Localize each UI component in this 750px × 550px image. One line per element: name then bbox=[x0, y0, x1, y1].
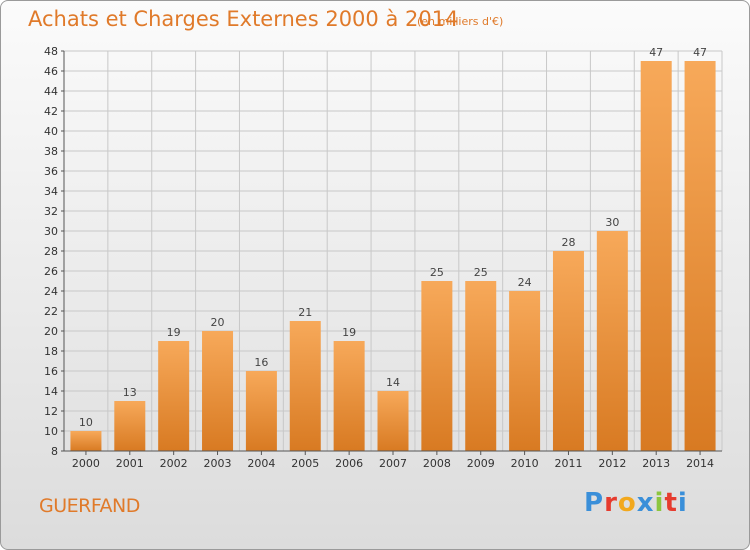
y-tick-label: 20 bbox=[44, 325, 58, 338]
y-tick-label: 46 bbox=[44, 65, 58, 78]
y-tick-label: 22 bbox=[44, 305, 58, 318]
logo-letter: r bbox=[604, 488, 618, 518]
bar bbox=[421, 281, 453, 451]
proxiti-logo[interactable]: Proxiti bbox=[584, 488, 688, 518]
bar bbox=[114, 401, 146, 451]
y-tick-label: 38 bbox=[44, 145, 58, 158]
bar bbox=[552, 251, 584, 451]
y-tick-label: 36 bbox=[44, 165, 58, 178]
data-label: 28 bbox=[561, 236, 575, 249]
x-tick-label: 2011 bbox=[554, 457, 582, 470]
logo-letter: o bbox=[617, 488, 637, 518]
y-tick-label: 26 bbox=[44, 265, 58, 278]
y-tick-label: 44 bbox=[44, 85, 58, 98]
bar bbox=[289, 321, 321, 451]
bar bbox=[684, 61, 716, 451]
axes bbox=[61, 50, 722, 455]
bar bbox=[377, 391, 409, 451]
bar bbox=[70, 431, 102, 451]
data-label: 13 bbox=[123, 386, 137, 399]
labels: 8 10 12 14 16 18 20 22 24 26 28 30 32 34 36 38 40 42 44 46 4… bbox=[44, 45, 714, 470]
y-tick-label: 16 bbox=[44, 365, 58, 378]
logo-letter: P bbox=[584, 488, 605, 518]
data-label: 47 bbox=[693, 46, 707, 59]
y-tick-label: 10 bbox=[44, 425, 58, 438]
x-tick-label: 2000 bbox=[72, 457, 100, 470]
chart-subtitle: (en milliers d'€) bbox=[417, 15, 504, 28]
bar bbox=[640, 61, 672, 451]
x-tick-label: 2004 bbox=[247, 457, 275, 470]
y-tick-label: 48 bbox=[44, 45, 58, 58]
logo-letter: x bbox=[636, 488, 655, 518]
logo-letter: t bbox=[664, 488, 678, 518]
data-label: 19 bbox=[342, 326, 356, 339]
data-label: 19 bbox=[167, 326, 181, 339]
y-tick-label: 12 bbox=[44, 405, 58, 418]
logo-letter: i bbox=[654, 488, 665, 518]
data-label: 24 bbox=[518, 276, 532, 289]
y-tick-label: 30 bbox=[44, 225, 58, 238]
x-tick-label: 2012 bbox=[598, 457, 626, 470]
data-label: 20 bbox=[211, 316, 225, 329]
data-label: 10 bbox=[79, 416, 93, 429]
y-tick-label: 8 bbox=[51, 445, 58, 458]
bar bbox=[465, 281, 497, 451]
x-tick-label: 2007 bbox=[379, 457, 407, 470]
data-label: 14 bbox=[386, 376, 400, 389]
x-tick-label: 2003 bbox=[204, 457, 232, 470]
y-tick-label: 34 bbox=[44, 185, 58, 198]
bar bbox=[158, 341, 190, 451]
data-label: 47 bbox=[649, 46, 663, 59]
x-tick-label: 2010 bbox=[511, 457, 539, 470]
y-tick-label: 28 bbox=[44, 245, 58, 258]
x-tick-label: 2001 bbox=[116, 457, 144, 470]
y-tick-label: 18 bbox=[44, 345, 58, 358]
data-label: 16 bbox=[254, 356, 268, 369]
data-label: 21 bbox=[298, 306, 312, 319]
bar bbox=[596, 231, 628, 451]
x-tick-label: 2005 bbox=[291, 457, 319, 470]
x-tick-label: 2014 bbox=[686, 457, 714, 470]
y-tick-label: 14 bbox=[44, 385, 58, 398]
y-tick-label: 42 bbox=[44, 105, 58, 118]
y-tick-label: 40 bbox=[44, 125, 58, 138]
bar bbox=[202, 331, 234, 451]
x-tick-label: 2009 bbox=[467, 457, 495, 470]
x-tick-label: 2006 bbox=[335, 457, 363, 470]
bars bbox=[70, 61, 716, 451]
data-label: 25 bbox=[474, 266, 488, 279]
y-tick-label: 32 bbox=[44, 205, 58, 218]
chart-title: Achats et Charges Externes 2000 à 2014 bbox=[28, 7, 459, 31]
data-label: 30 bbox=[605, 216, 619, 229]
x-tick-label: 2013 bbox=[642, 457, 670, 470]
y-tick-label: 24 bbox=[44, 285, 58, 298]
bar bbox=[509, 291, 541, 451]
bar bbox=[245, 371, 277, 451]
logo-letter: i bbox=[677, 488, 688, 518]
x-tick-label: 2008 bbox=[423, 457, 451, 470]
bar bbox=[333, 341, 365, 451]
commune-name: GUERFAND bbox=[39, 495, 140, 517]
data-label: 25 bbox=[430, 266, 444, 279]
x-tick-label: 2002 bbox=[160, 457, 188, 470]
